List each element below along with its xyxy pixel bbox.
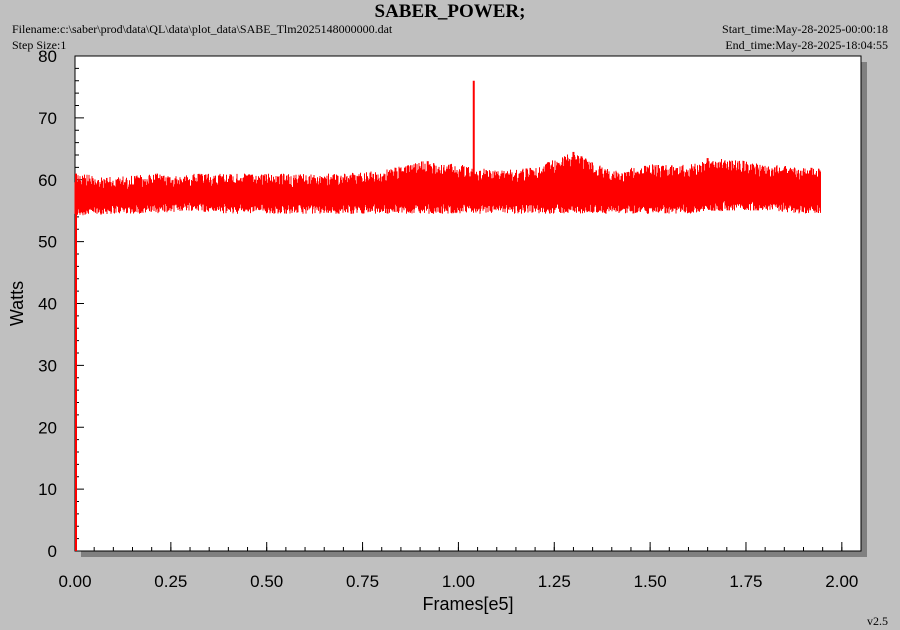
axes: 0 10 20 30 40 50 60 70 80 0.00 0.25 0.50 0.75 1.00 1.2… (38, 47, 858, 591)
x-tick-label: 0.25 (154, 572, 187, 591)
x-tick-label: 1.75 (729, 572, 762, 591)
x-tick-label: 2.00 (825, 572, 858, 591)
start-time-text: Start_time:May-28-2025-00:00:18 (722, 22, 888, 36)
y-axis-label: Watts (7, 281, 27, 326)
y-tick-label: 40 (38, 295, 57, 314)
x-tick-label: 0.50 (250, 572, 283, 591)
chart-title: SABER_POWER; (374, 1, 526, 22)
step-size-text: Step Size:1 (12, 38, 67, 52)
y-tick-label: 10 (38, 480, 57, 499)
x-tick-label: 0.75 (346, 572, 379, 591)
end-time-text: End_time:May-28-2025-18:04:55 (725, 38, 888, 52)
x-tick-label: 1.00 (442, 572, 475, 591)
filename-text: Filename:c:\saber\prod\data\QL\data\plot… (12, 22, 393, 36)
y-tick-label: 50 (38, 233, 57, 252)
x-tick-label: 1.50 (634, 572, 667, 591)
x-tick-label: 0.00 (58, 572, 91, 591)
y-tick-label: 20 (38, 418, 57, 437)
power-series-band (74, 152, 821, 216)
file-info: Filename:c:\saber\prod\data\QL\data\plot… (12, 21, 392, 53)
series-layer (74, 80, 821, 551)
plot-area (74, 55, 862, 552)
time-info: Start_time:May-28-2025-00:00:18 End_time… (722, 21, 888, 53)
y-tick-label: 30 (38, 356, 57, 375)
y-tick-label: 70 (38, 109, 57, 128)
y-tick-label: 0 (48, 542, 57, 561)
x-tick-label: 1.25 (538, 572, 571, 591)
version-label: v2.5 (867, 614, 888, 628)
y-tick-label: 60 (38, 171, 57, 190)
y-tick-label: 80 (38, 47, 57, 66)
x-axis-label: Frames[e5] (422, 594, 513, 614)
